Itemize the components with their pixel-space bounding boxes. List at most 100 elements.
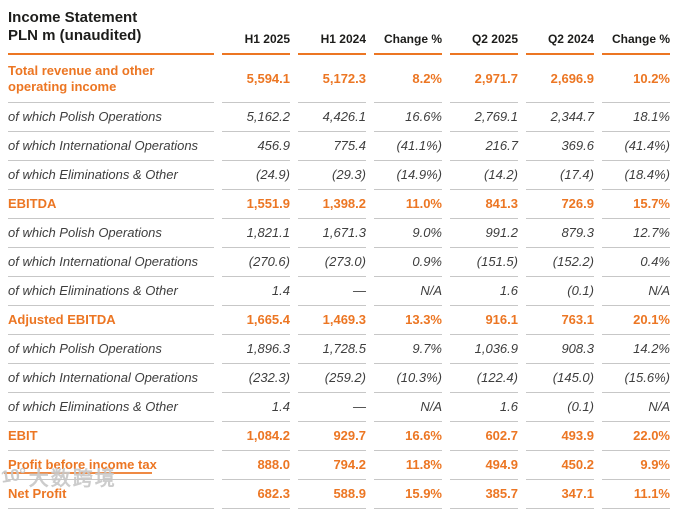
value-cell: (152.2) [526,248,594,277]
value-cell: 1,398.2 [298,190,366,219]
income-statement-table: Income Statement PLN m (unaudited) H1 20… [8,0,670,509]
row-label: Total revenue and other operating income [8,55,214,103]
value-cell: 763.1 [526,306,594,335]
row-label: Profit before income tax [8,451,214,480]
value-cell: 5,162.2 [222,103,290,132]
table-title-line1: Income Statement [8,9,138,27]
value-cell: 2,696.9 [526,55,594,103]
value-cell: (41.4%) [602,132,670,161]
table-row: of which Polish Operations 1,821.1 1,671.3… [8,219,670,248]
value-cell: 369.6 [526,132,594,161]
column-header: H1 2024 [298,0,366,55]
row-label: Adjusted EBITDA [8,306,214,335]
table-title: Income Statement PLN m (unaudited) [8,0,214,55]
value-cell: 16.6% [374,422,442,451]
value-cell: 1,665.4 [222,306,290,335]
value-cell: 1.4 [222,277,290,306]
row-label: of which Polish Operations [8,219,214,248]
table-row: of which Polish Operations 1,896.3 1,728.5… [8,335,670,364]
table-row: of which Eliminations & Other 1.4 — N/A 1.6 (… [8,393,670,422]
value-cell: (145.0) [526,364,594,393]
row-label: EBITDA [8,190,214,219]
row-label: Net Profit [8,480,214,509]
table-row: Adjusted EBITDA 1,665.4 1,469.3 13.3% 916.1 7… [8,306,670,335]
value-cell: (14.2) [450,161,518,190]
value-cell: (122.4) [450,364,518,393]
value-cell: 841.3 [450,190,518,219]
value-cell: 9.7% [374,335,442,364]
value-cell: 1,821.1 [222,219,290,248]
table-row: Profit before income tax 888.0 794.2 11.8% 4… [8,451,670,480]
value-cell: 682.3 [222,480,290,509]
row-label: of which Polish Operations [8,103,214,132]
value-cell: (41.1%) [374,132,442,161]
value-cell: — [298,277,366,306]
value-cell: 15.7% [602,190,670,219]
value-cell: N/A [602,393,670,422]
row-label: of which Eliminations & Other [8,277,214,306]
value-cell: 908.3 [526,335,594,364]
value-cell: 5,594.1 [222,55,290,103]
value-cell: 456.9 [222,132,290,161]
value-cell: 9.0% [374,219,442,248]
value-cell: (232.3) [222,364,290,393]
value-cell: 0.4% [602,248,670,277]
table-row: of which Eliminations & Other 1.4 — N/A 1.6 (… [8,277,670,306]
value-cell: 1.4 [222,393,290,422]
value-cell: 347.1 [526,480,594,509]
value-cell: 11.8% [374,451,442,480]
value-cell: (14.9%) [374,161,442,190]
table-title-line2: PLN m (unaudited) [8,26,142,44]
value-cell: 18.1% [602,103,670,132]
row-label: of which Eliminations & Other [8,161,214,190]
value-cell: 2,769.1 [450,103,518,132]
value-cell: (18.4%) [602,161,670,190]
income-statement-page: { "header": { "title_line1": "Income Sta… [0,9,670,509]
value-cell: 1,551.9 [222,190,290,219]
table-row: of which International Operations (270.6)… [8,248,670,277]
value-cell: 726.9 [526,190,594,219]
value-cell: (151.5) [450,248,518,277]
value-cell: N/A [602,277,670,306]
column-header: H1 2025 [222,0,290,55]
value-cell: 8.2% [374,55,442,103]
value-cell: 13.3% [374,306,442,335]
value-cell: 9.9% [602,451,670,480]
value-cell: 14.2% [602,335,670,364]
value-cell: 1,084.2 [222,422,290,451]
value-cell: 2,344.7 [526,103,594,132]
row-label: of which International Operations [8,364,214,393]
value-cell: 450.2 [526,451,594,480]
value-cell: 1.6 [450,393,518,422]
row-label: of which Polish Operations [8,335,214,364]
row-label: of which Eliminations & Other [8,393,214,422]
table-header-row: Income Statement PLN m (unaudited) H1 20… [8,0,670,55]
value-cell: 1,896.3 [222,335,290,364]
value-cell: 16.6% [374,103,442,132]
value-cell: 1.6 [450,277,518,306]
value-cell: 991.2 [450,219,518,248]
table-row: of which International Operations 456.9 77… [8,132,670,161]
row-label: of which International Operations [8,132,214,161]
value-cell: 5,172.3 [298,55,366,103]
value-cell: 494.9 [450,451,518,480]
value-cell: 20.1% [602,306,670,335]
value-cell: 4,426.1 [298,103,366,132]
value-cell: 879.3 [526,219,594,248]
table-row: EBIT 1,084.2 929.7 16.6% 602.7 493.9 22.0% [8,422,670,451]
row-label: of which International Operations [8,248,214,277]
value-cell: (17.4) [526,161,594,190]
value-cell: 12.7% [602,219,670,248]
column-header: Change % [602,0,670,55]
value-cell: 888.0 [222,451,290,480]
value-cell: 10.2% [602,55,670,103]
value-cell: 1,036.9 [450,335,518,364]
column-header: Q2 2025 [450,0,518,55]
value-cell: (0.1) [526,277,594,306]
value-cell: 775.4 [298,132,366,161]
value-cell: (270.6) [222,248,290,277]
value-cell: 1,728.5 [298,335,366,364]
table-row: EBITDA 1,551.9 1,398.2 11.0% 841.3 726.9 15.7% [8,190,670,219]
value-cell: 11.0% [374,190,442,219]
value-cell: 929.7 [298,422,366,451]
